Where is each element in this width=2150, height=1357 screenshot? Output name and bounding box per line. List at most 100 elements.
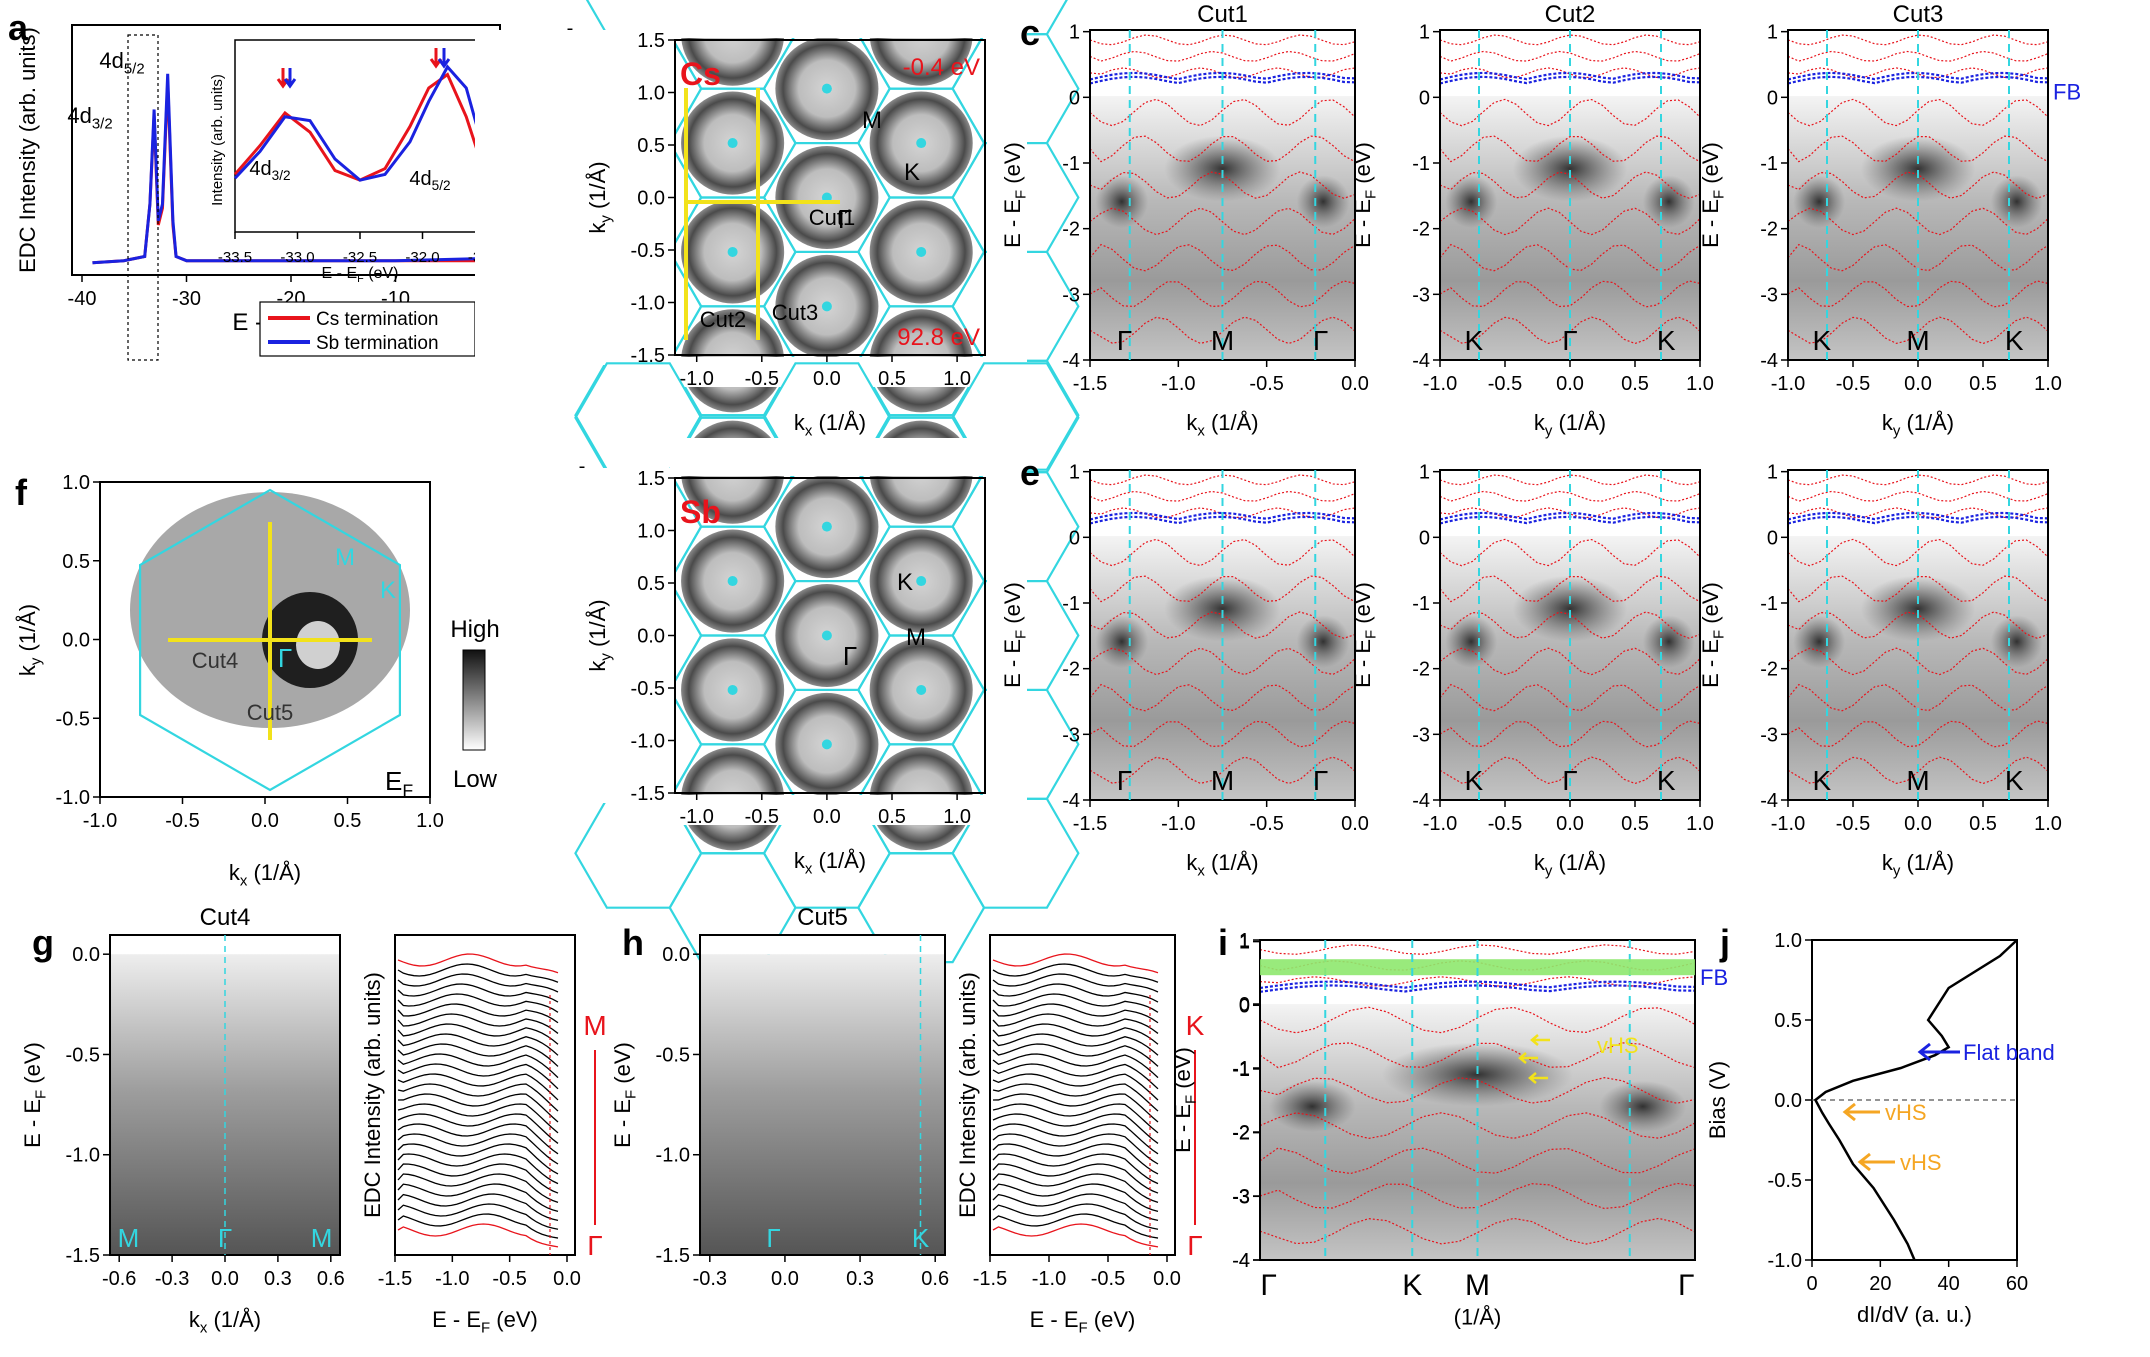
- x-tick-label: -0.5: [1249, 373, 1283, 395]
- y-tick-label: -2: [1062, 659, 1080, 681]
- label-M: M: [906, 624, 926, 651]
- peak-arrow: [283, 68, 297, 89]
- y-tick-label: -4: [1760, 790, 1778, 812]
- y-tick-label: 0: [1767, 527, 1778, 549]
- fb-label: FB: [1700, 965, 1728, 990]
- y-tick-label: 1.0: [1774, 930, 1802, 952]
- y-axis-label: E - EF (eV): [610, 1042, 640, 1148]
- arpes-band-feature: [1990, 615, 2043, 668]
- arpes-band-feature: [1445, 175, 1498, 229]
- y-tick-label: 0.0: [637, 188, 665, 210]
- peak-label-3/2: 4d3/2: [67, 103, 112, 133]
- x-tick-label: -33.5: [218, 249, 252, 266]
- x-tick-label: -0.5: [1836, 373, 1870, 395]
- x-tick-label: -33.0: [280, 249, 314, 266]
- cut-title: Cut4: [200, 904, 251, 931]
- edc-curve: [397, 1133, 559, 1165]
- dft-band: [1439, 490, 1701, 502]
- edc-curve: [992, 963, 1159, 983]
- x-tick-label: -0.5: [1091, 1268, 1125, 1290]
- y-tick-label: 0.5: [1774, 1010, 1802, 1032]
- x-tick-label: -1.0: [679, 368, 713, 390]
- dft-band: [1259, 1077, 1696, 1104]
- vhs-label: vHS: [1885, 1100, 1927, 1125]
- label-gamma: Γ: [838, 204, 852, 234]
- dft-band: [1439, 135, 1701, 163]
- mask: [670, 438, 990, 476]
- flat-band: [1259, 984, 1696, 993]
- arpes-band-feature: [1164, 575, 1281, 642]
- cut-title: Cut3: [1893, 1, 1944, 28]
- y-tick-label: -0.5: [56, 708, 90, 730]
- edc-curve: [397, 1203, 559, 1230]
- cut-frame: [699, 934, 946, 1256]
- x-tick-label: 0.5: [334, 810, 362, 832]
- inset-x-label: E - EF (eV): [322, 265, 399, 285]
- x-tick-label: 1.0: [2034, 813, 2062, 835]
- y-tick-label: -1.0: [656, 1145, 690, 1167]
- edc-curve: [397, 1073, 559, 1101]
- x-tick-label: -0.6: [102, 1268, 136, 1290]
- edc-curve: [992, 1183, 1159, 1213]
- x-tick-label: 0.0: [1904, 373, 1932, 395]
- hs-label: Γ: [1313, 325, 1328, 356]
- y-tick-label: -4: [1412, 790, 1430, 812]
- x-tick-label: 0.6: [317, 1268, 345, 1290]
- y-tick-label: -4: [1412, 350, 1430, 372]
- edc-curve: [397, 1063, 559, 1090]
- y-axis-label: Bias (V): [1705, 1061, 1730, 1139]
- edc-curve: [992, 973, 1159, 993]
- edc-curve: [992, 1123, 1159, 1155]
- x-tick-label: -1.0: [1423, 373, 1457, 395]
- bg: [700, 935, 945, 955]
- dft-band: [1787, 474, 2049, 486]
- x-axis-label: kx (1/Å): [1186, 850, 1258, 880]
- edc-curve: [992, 1043, 1159, 1067]
- y-tick-label: -4: [1062, 790, 1080, 812]
- mask: [475, 30, 675, 365]
- x-tick-label: -0.3: [155, 1268, 189, 1290]
- label-K: K: [904, 159, 920, 186]
- gamma-point: [727, 684, 738, 695]
- y-tick-label: 1: [1419, 22, 1430, 44]
- arpes-band-feature: [1164, 135, 1281, 202]
- hs-label: M: [311, 1223, 333, 1253]
- x-axis-label: kx (1/Å): [1186, 410, 1258, 440]
- y-tick-label: -1: [1760, 153, 1778, 175]
- y-tick-label: -2: [1412, 659, 1430, 681]
- peak-arrow: [437, 48, 451, 69]
- hs-label: K: [1657, 765, 1676, 796]
- dft-band: [1089, 50, 1356, 62]
- y-tick-label: -2: [1232, 1123, 1250, 1145]
- x-tick-label: 0.0: [1556, 813, 1584, 835]
- x-tick-label: -0.3: [693, 1268, 727, 1290]
- arpes-band-feature: [1095, 175, 1149, 229]
- edc-curve: [397, 1193, 559, 1222]
- energy-label: -0.4 eV: [903, 54, 980, 81]
- edc-curve: [397, 1143, 559, 1175]
- y-tick-label: 0: [1239, 994, 1250, 1016]
- series-line-sb: [92, 73, 501, 269]
- bz-boundary: [951, 359, 1080, 471]
- hs-label: Γ: [1313, 765, 1328, 796]
- dft-band: [1089, 207, 1356, 236]
- gamma-point: [821, 630, 832, 641]
- x-tick-label: -30: [172, 288, 201, 310]
- y-tick-label: 0: [1419, 527, 1430, 549]
- label-K: K: [380, 577, 396, 604]
- gamma-point: [821, 739, 832, 750]
- edc-curve: [397, 1053, 559, 1079]
- y-tick-label: -3: [1760, 724, 1778, 746]
- x-axis-label: kx (1/Å): [794, 848, 866, 878]
- y-tick-label: 0: [1069, 527, 1080, 549]
- y-axis-label: EDC Intensity (arb. units): [15, 27, 40, 273]
- y-tick-label: -3: [1062, 284, 1080, 306]
- y-tick-label: -3: [1412, 724, 1430, 746]
- edc-curve: [992, 1063, 1159, 1090]
- y-tick-label: -0.5: [1768, 1170, 1802, 1192]
- y-tick-label: -3: [1232, 1186, 1250, 1208]
- edc-curve: [992, 1083, 1159, 1112]
- x-tick-label: 20: [1869, 1273, 1891, 1295]
- flat-band: [1259, 980, 1696, 990]
